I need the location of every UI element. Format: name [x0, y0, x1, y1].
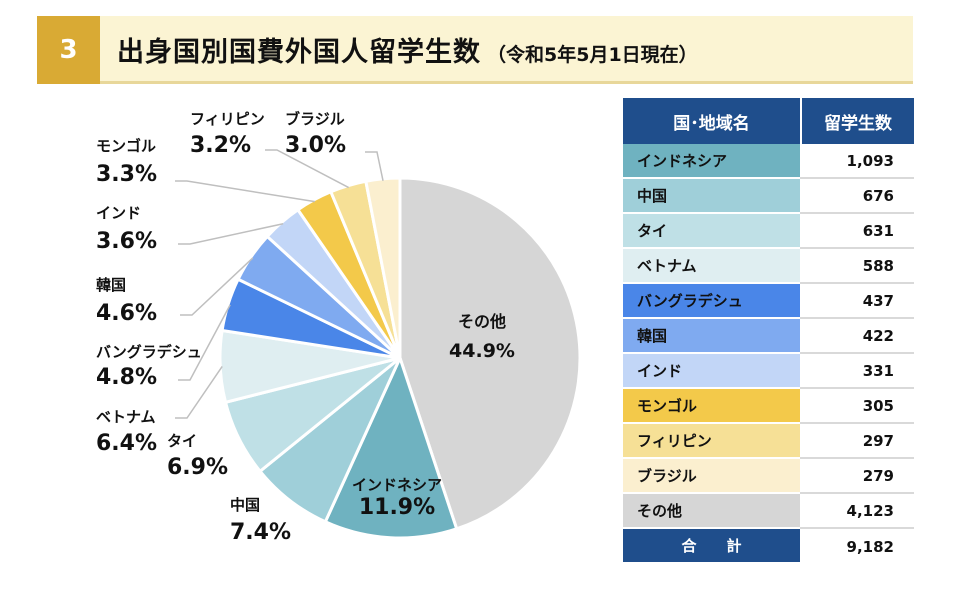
row-country-name: バングラデシュ	[623, 284, 800, 319]
slice-label-percent: 3.3%	[96, 162, 157, 187]
slice-label-percent: 3.6%	[96, 229, 157, 254]
leader-line	[178, 304, 231, 381]
row-count-value: 305	[800, 389, 914, 424]
section-header: 3 出身国別国費外国人留学生数 （令和5年5月1日現在）	[37, 16, 913, 84]
slice-label-percent: 11.9%	[359, 495, 435, 520]
data-table: 国･地域名 留学生数 インドネシア 1,093 中国 676 タイ 631 ベトナム 588 バ…	[623, 98, 914, 564]
row-country-name: ブラジル	[623, 459, 800, 494]
slice-label-percent: 3.2%	[190, 133, 251, 158]
pie-slice	[323, 353, 459, 540]
table-row: その他 4,123	[623, 494, 914, 529]
slice-label-name: インド	[96, 204, 141, 222]
page-title: 出身国別国費外国人留学生数 （令和5年5月1日現在）	[117, 30, 698, 69]
col-header-count: 留学生数	[800, 98, 914, 144]
leader-line	[365, 151, 384, 181]
slice-label-name: 韓国	[96, 276, 126, 294]
row-count-value: 1,093	[800, 144, 914, 179]
slice-label-percent: 7.4%	[230, 520, 291, 545]
slice-label-name: モンゴル	[96, 137, 156, 155]
table-row: モンゴル 305	[623, 389, 914, 424]
slice-label-percent: 6.4%	[96, 431, 157, 456]
total-label: 合計	[623, 529, 800, 564]
table-row: タイ 631	[623, 214, 914, 249]
slice-label-name: その他	[458, 312, 506, 331]
row-count-value: 331	[800, 354, 914, 389]
table-row: インド 331	[623, 354, 914, 389]
row-country-name: 韓国	[623, 319, 800, 354]
row-count-value: 279	[800, 459, 914, 494]
row-country-name: その他	[623, 494, 800, 529]
slice-label-name: タイ	[167, 432, 197, 450]
slice-label-name: バングラデシュ	[96, 343, 202, 361]
col-header-country: 国･地域名	[623, 98, 800, 144]
row-count-value: 437	[800, 284, 914, 319]
row-country-name: ベトナム	[623, 249, 800, 284]
row-count-value: 631	[800, 214, 914, 249]
row-count-value: 4,123	[800, 494, 914, 529]
table-row: ブラジル 279	[623, 459, 914, 494]
leader-line	[175, 180, 316, 203]
table-header-row: 国･地域名 留学生数	[623, 98, 914, 144]
slice-label-name: フィリピン	[190, 110, 265, 128]
slice-label-name: ブラジル	[285, 110, 345, 128]
table-row: フィリピン 297	[623, 424, 914, 459]
slice-label-percent: 4.8%	[96, 365, 157, 390]
table-row: 中国 676	[623, 179, 914, 214]
row-country-name: モンゴル	[623, 389, 800, 424]
slice-label-name: 中国	[230, 496, 260, 514]
row-count-value: 297	[800, 424, 914, 459]
table-row: バングラデシュ 437	[623, 284, 914, 319]
slice-label-percent: 6.9%	[167, 455, 228, 480]
row-country-name: インド	[623, 354, 800, 389]
leader-line	[175, 366, 223, 419]
row-country-name: 中国	[623, 179, 800, 214]
row-count-value: 422	[800, 319, 914, 354]
slice-label-percent: 3.0%	[285, 133, 346, 158]
slice-label-name: ベトナム	[96, 408, 156, 426]
leader-line	[178, 222, 284, 245]
slice-label-percent: 44.9%	[449, 340, 515, 362]
row-country-name: タイ	[623, 214, 800, 249]
slice-label-name: インドネシア	[352, 476, 442, 494]
table-row: 韓国 422	[623, 319, 914, 354]
row-country-name: フィリピン	[623, 424, 800, 459]
row-count-value: 588	[800, 249, 914, 284]
pie-slice	[398, 176, 582, 531]
table-row: インドネシア 1,093	[623, 144, 914, 179]
title-text: 出身国別国費外国人留学生数	[117, 37, 481, 68]
title-date-note: （令和5年5月1日現在）	[487, 44, 698, 66]
table-row: ベトナム 588	[623, 249, 914, 284]
leader-line	[180, 257, 254, 316]
slice-label-percent: 4.6%	[96, 301, 157, 326]
section-number-badge: 3	[37, 16, 100, 84]
row-country-name: インドネシア	[623, 144, 800, 179]
leader-line	[265, 149, 350, 189]
row-count-value: 676	[800, 179, 914, 214]
table-total-row: 合計 9,182	[623, 529, 914, 564]
total-value: 9,182	[800, 529, 914, 564]
